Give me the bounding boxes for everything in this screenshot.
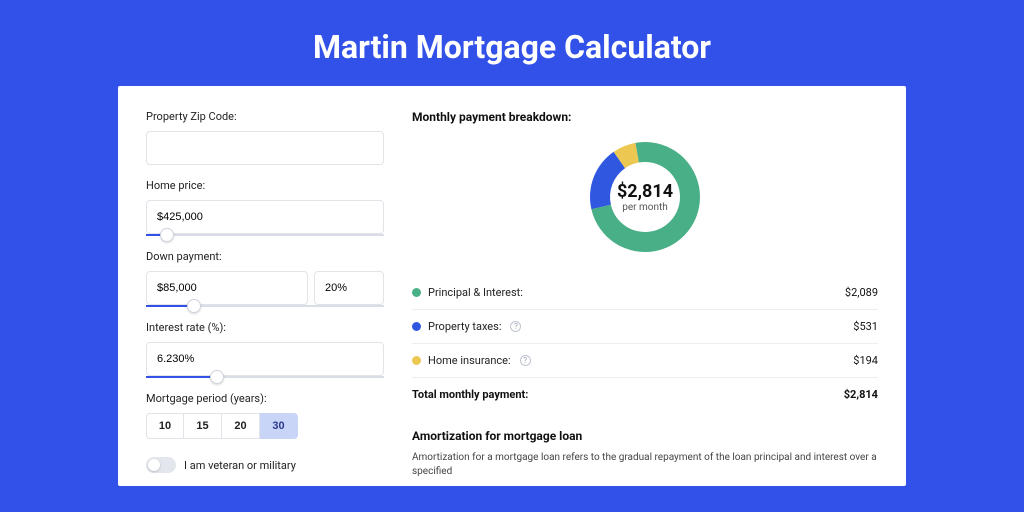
calculator-card: Property Zip Code: Home price: Down paym… [118,86,906,486]
legend-value: $194 [853,354,878,367]
period-button-10[interactable]: 10 [146,413,184,439]
legend-dot [412,288,421,297]
info-icon[interactable]: ? [520,355,531,366]
veteran-label: I am veteran or military [184,459,296,472]
period-buttons: 10152030 [146,413,384,439]
zip-input[interactable] [146,131,384,165]
legend-value: $2,089 [845,286,878,299]
donut-center: $2,814 per month [617,181,673,213]
zip-label: Property Zip Code: [146,110,384,123]
form-column: Property Zip Code: Home price: Down paym… [146,110,384,462]
legend-label: Principal & Interest: [428,286,523,299]
down-payment-input[interactable] [146,271,308,305]
interest-label: Interest rate (%): [146,321,384,334]
veteran-toggle[interactable] [146,457,176,473]
interest-input[interactable] [146,342,384,376]
legend-dot [412,356,421,365]
period-button-30[interactable]: 30 [260,413,298,439]
down-payment-pct-input[interactable] [314,271,384,305]
breakdown-column: Monthly payment breakdown: $2,814 per mo… [412,110,878,462]
down-payment-group: Down payment: [146,250,384,307]
period-label: Mortgage period (years): [146,392,384,405]
legend-value: $531 [853,320,878,333]
home-price-input[interactable] [146,200,384,234]
slider-thumb[interactable] [210,370,224,384]
slider-thumb[interactable] [160,228,174,242]
amortization-text: Amortization for a mortgage loan refers … [412,451,878,479]
interest-group: Interest rate (%): [146,321,384,378]
home-price-group: Home price: [146,179,384,236]
page-title: Martin Mortgage Calculator [0,0,1024,86]
legend-row: Home insurance:? $194 [412,344,878,378]
donut-sub: per month [617,202,673,213]
down-payment-label: Down payment: [146,250,384,263]
home-price-slider[interactable] [146,234,384,236]
toggle-knob [148,459,160,471]
amortization-title: Amortization for mortgage loan [412,429,878,443]
slider-thumb[interactable] [187,299,201,313]
donut-value: $2,814 [617,181,673,202]
legend-row: Property taxes:? $531 [412,310,878,344]
donut-container: $2,814 per month [412,132,878,262]
breakdown-title: Monthly payment breakdown: [412,110,878,124]
legend-dot [412,322,421,331]
info-icon[interactable]: ? [510,321,521,332]
home-price-label: Home price: [146,179,384,192]
down-payment-slider[interactable] [146,305,384,307]
period-button-20[interactable]: 20 [222,413,260,439]
legend-label: Home insurance: [428,354,511,367]
legend-label: Property taxes: [428,320,501,333]
legend-row: Principal & Interest: $2,089 [412,276,878,310]
total-row: Total monthly payment: $2,814 [412,378,878,411]
period-group: Mortgage period (years): 10152030 [146,392,384,439]
zip-field-group: Property Zip Code: [146,110,384,165]
payment-donut-chart: $2,814 per month [580,132,710,262]
total-label: Total monthly payment: [412,388,528,401]
legend-list: Principal & Interest: $2,089 Property taxe… [412,276,878,378]
interest-slider[interactable] [146,376,384,378]
veteran-toggle-row: I am veteran or military [146,457,384,473]
period-button-15[interactable]: 15 [184,413,222,439]
total-value: $2,814 [844,388,878,401]
